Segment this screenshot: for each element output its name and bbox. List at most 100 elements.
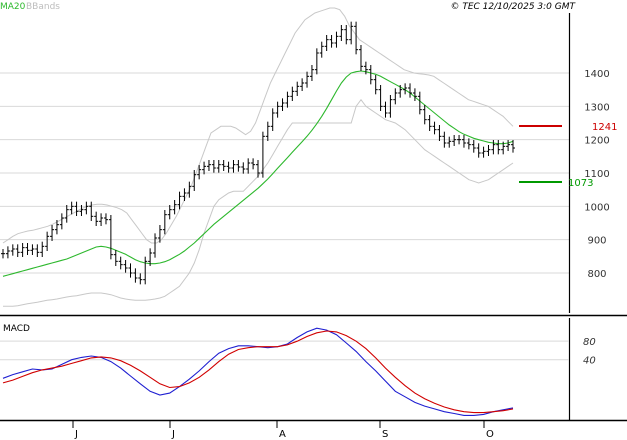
ohlc-bar [206, 160, 211, 171]
ohlc-bar [265, 121, 270, 141]
ohlc-bar [427, 115, 432, 131]
ohlc-bar [442, 131, 447, 148]
ohlc-bar [167, 205, 172, 220]
ohlc-bar [422, 105, 427, 125]
ohlc-bar [358, 45, 363, 71]
ohlc-bar [417, 91, 422, 115]
ohlc-bar [79, 205, 84, 216]
ohlc-bar [94, 211, 99, 226]
ohlc-bar [354, 21, 359, 55]
x-tick-label: S [382, 429, 388, 440]
macd-panel: 40 80 [0, 318, 596, 420]
ohlc-bar [108, 215, 113, 260]
ohlc-bar [84, 201, 89, 215]
price-panel: 800 900 1000 1100 1200 1300 1400 1241 1073 [0, 7, 627, 317]
ohlc-bar [1, 249, 5, 259]
ohlc-bar [432, 121, 437, 135]
signal-line [2, 330, 514, 414]
x-tick-label: J [171, 429, 175, 440]
ohlc-bar [501, 141, 506, 155]
ohlc-bar [128, 263, 133, 278]
macd-y-tick-label: 80 [583, 337, 596, 348]
ohlc-bar [226, 161, 231, 173]
resistance-label: 1241 [592, 122, 617, 133]
y-tick-label: 800 [587, 269, 606, 280]
ohlc-bar [99, 213, 104, 226]
ohlc-bar [89, 201, 94, 221]
ohlc-bar [496, 140, 501, 155]
macd-y-tick-label: 40 [583, 356, 596, 367]
y-tick-label: 1200 [584, 136, 609, 147]
ohlc-bar [241, 162, 246, 174]
bb-lower-line [3, 98, 514, 307]
ohlc-bar [182, 188, 187, 201]
ohlc-bar [412, 88, 417, 101]
ohlc-bar [10, 244, 15, 256]
ohlc-bar [334, 31, 339, 48]
price-panel-frame [1, 14, 570, 314]
ohlc-bar [280, 98, 285, 111]
ohlc-bar [511, 140, 515, 153]
ohlc-bar [153, 233, 158, 258]
ohlc-bar [197, 165, 202, 180]
ohlc-bar [15, 244, 20, 257]
x-tick-label: J [74, 429, 78, 440]
ohlc-bar [378, 85, 383, 111]
ohlc-bar [471, 140, 476, 153]
ohlc-bar [363, 61, 368, 75]
ohlc-bar [305, 71, 310, 88]
ohlc-bar [314, 48, 319, 75]
ohlc-bar [138, 273, 143, 285]
ohlc-bar [30, 244, 35, 255]
ohlc-bar [324, 35, 329, 51]
ohlc-bar [408, 83, 413, 98]
ohlc-bar [231, 160, 236, 173]
y-tick-label: 900 [587, 236, 606, 247]
ohlc-bar [491, 140, 496, 155]
x-tick-label: A [279, 429, 286, 440]
ohlc-bar [275, 101, 280, 118]
ohlc-bar [466, 138, 471, 150]
ohlc-bar [368, 65, 373, 85]
ohlc-bar [40, 241, 45, 257]
ohlc-bar [251, 158, 256, 170]
x-tick-label: O [486, 429, 494, 440]
macd-label: MACD [3, 324, 30, 334]
ohlc-bar [177, 191, 182, 210]
ohlc-bar [133, 268, 138, 283]
ohlc-bar [64, 205, 69, 223]
ohlc-bar [54, 220, 59, 235]
ohlc-bar [157, 225, 162, 243]
ohlc-bar [118, 256, 123, 270]
ma-legend: MA20 [0, 2, 26, 12]
copyright-text: © TEC 12/10/2025 3:0 GMT [450, 2, 576, 12]
ohlc-bar [476, 143, 481, 158]
support-label: 1073 [568, 178, 593, 189]
ohlc-bar [143, 256, 148, 285]
ohlc-bar [457, 135, 462, 145]
ohlc-bar [506, 140, 511, 151]
ohlc-bar [309, 65, 314, 81]
ohlc-bar [290, 86, 295, 101]
ohlc-bar [339, 25, 344, 41]
ohlc-bar [403, 83, 408, 95]
bb-upper-line [2, 7, 514, 244]
ohlc-bar [260, 131, 265, 178]
ohlc-bar [329, 35, 334, 48]
ohlc-bar [447, 136, 452, 148]
ohlc-bar [270, 108, 275, 131]
ohlc-bar [211, 160, 216, 173]
ohlc-bar [221, 160, 226, 171]
ohlc-bar [35, 244, 40, 257]
bbands-legend: BBands [26, 2, 60, 12]
y-tick-label: 1400 [584, 69, 609, 80]
ohlc-bar [20, 243, 25, 257]
ohlc-bar [172, 200, 177, 215]
ohlc-bar [437, 125, 442, 141]
ma20-line [2, 70, 514, 277]
ohlc-bar [45, 231, 50, 251]
ohlc-bar [103, 213, 108, 225]
ohlc-bar [256, 160, 260, 178]
